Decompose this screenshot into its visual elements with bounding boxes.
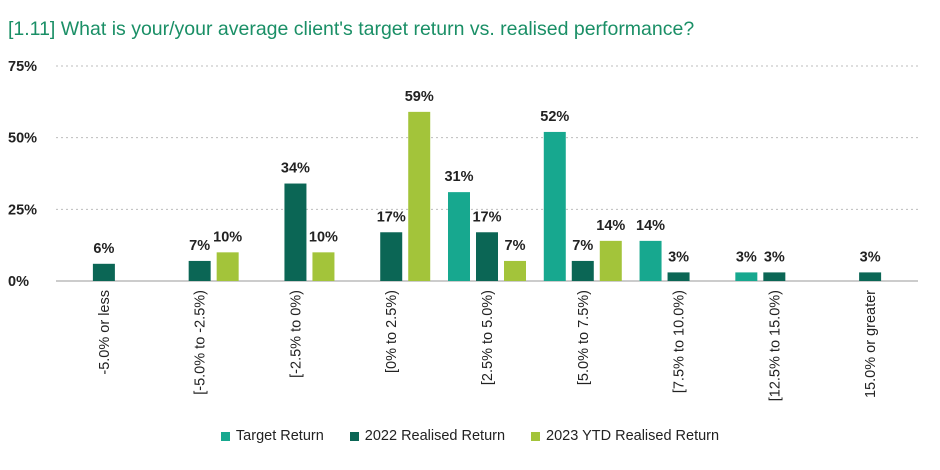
bar xyxy=(599,240,622,281)
bar xyxy=(639,240,662,281)
legend-item: 2023 YTD Realised Return xyxy=(531,428,719,444)
x-tick-label: [7.5% to 10.0%) xyxy=(672,290,688,393)
data-label: 3% xyxy=(736,249,757,265)
bar xyxy=(92,263,115,281)
bar xyxy=(408,111,431,281)
legend-label: 2023 YTD Realised Return xyxy=(546,428,720,444)
bar xyxy=(188,260,211,281)
legend-item: Target Return xyxy=(220,428,324,444)
bar xyxy=(312,252,335,281)
data-label: 3% xyxy=(764,249,785,265)
legend-label: Target Return xyxy=(235,428,324,444)
data-label: 7% xyxy=(505,238,526,254)
x-tick-label: -5.0% or less xyxy=(97,290,113,375)
legend: Target Return 2022 Realised Return 2023 YT… xyxy=(0,428,940,444)
data-label: 7% xyxy=(189,238,210,254)
data-label: 3% xyxy=(668,249,689,265)
x-axis-ticks: -5.0% or less [-5.0% to -2.5%) [-2.5% to 0… xyxy=(97,290,879,401)
data-label: 14% xyxy=(596,218,625,234)
y-tick-label: 25% xyxy=(8,202,37,218)
data-label: 17% xyxy=(377,209,406,225)
y-tick-label: 50% xyxy=(8,131,37,147)
y-tick-label: 0% xyxy=(8,274,29,290)
data-label: 31% xyxy=(444,169,473,185)
legend-item: 2022 Realised Return xyxy=(349,428,506,444)
x-tick-label: [0% to 2.5%) xyxy=(384,290,400,373)
bar xyxy=(448,192,470,281)
data-label: 10% xyxy=(309,229,338,245)
data-label: 10% xyxy=(213,229,242,245)
x-tick-label: [2.5% to 5.0%) xyxy=(480,290,496,385)
y-tick-label: 75% xyxy=(8,59,37,75)
bar xyxy=(380,232,403,281)
bar xyxy=(284,183,307,281)
data-labels: 6% 7%10%34%10%17%59%31%17%7%52%7%14% 14%3%… xyxy=(93,89,880,266)
bar xyxy=(476,232,498,281)
bar xyxy=(763,272,786,281)
data-label: 14% xyxy=(636,218,665,234)
legend-swatch xyxy=(220,431,230,441)
data-label: 34% xyxy=(281,161,310,177)
data-label: 52% xyxy=(540,109,569,125)
data-label: 6% xyxy=(93,241,114,257)
bar xyxy=(216,252,239,281)
bar xyxy=(735,272,758,281)
data-label: 7% xyxy=(572,238,593,254)
bar xyxy=(543,131,566,281)
x-tick-label: [12.5% to 15.0%) xyxy=(767,290,783,401)
bar xyxy=(571,260,594,281)
data-label: 59% xyxy=(405,89,434,105)
bar xyxy=(504,260,526,281)
data-label: 17% xyxy=(472,209,501,225)
x-tick-label: [-2.5% to 0%) xyxy=(288,290,304,378)
legend-swatch xyxy=(531,431,541,441)
x-tick-label: [-5.0% to -2.5%) xyxy=(193,290,209,395)
bar xyxy=(859,272,882,281)
chart-title: [1.11] What is your/your average client'… xyxy=(8,18,695,40)
x-tick-label: 15.0% or greater xyxy=(863,290,879,398)
legend-swatch xyxy=(349,431,359,441)
bar xyxy=(667,272,690,281)
bars xyxy=(92,111,882,281)
legend-label: 2022 Realised Return xyxy=(364,428,506,444)
data-label: 3% xyxy=(860,249,881,265)
x-tick-label: [5.0% to 7.5%) xyxy=(576,290,592,385)
y-axis-ticks: 0% 25% 50% 75% xyxy=(8,59,37,290)
